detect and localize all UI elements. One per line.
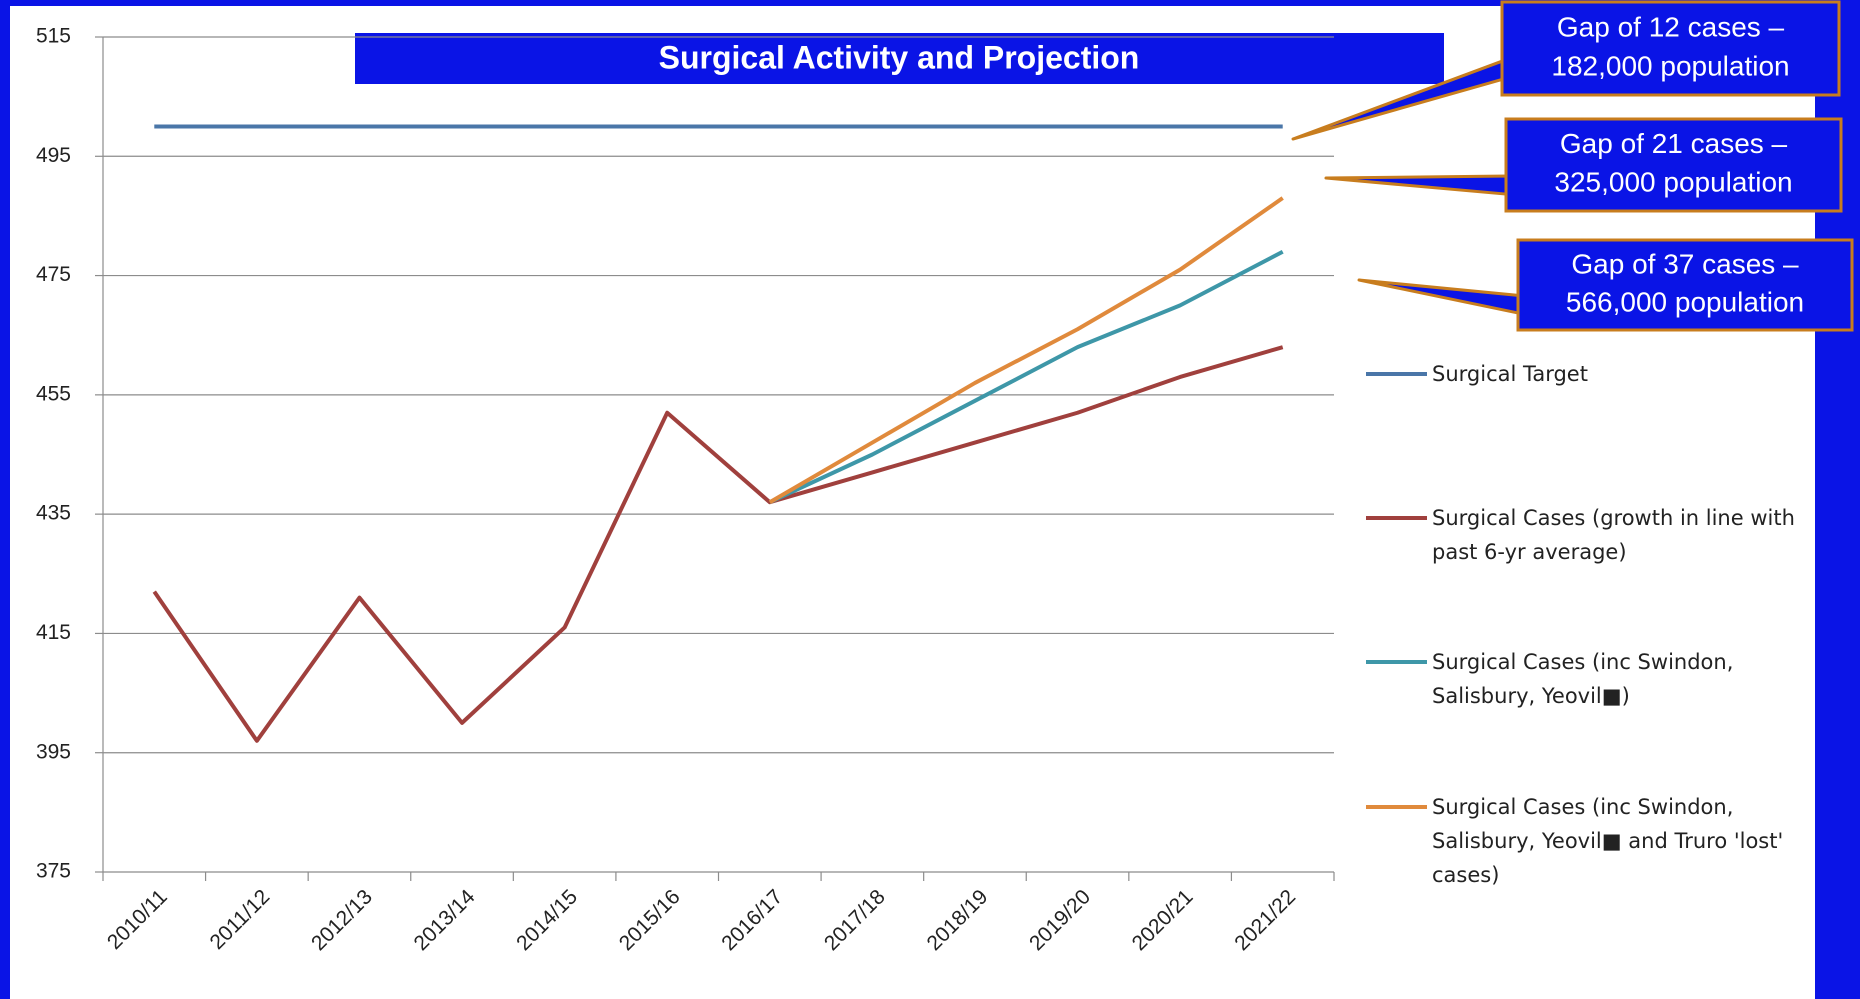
series-line [152, 345, 1284, 743]
legend-label: Surgical Target [1432, 362, 1588, 386]
callout: Gap of 37 cases – 566,000 population [1357, 238, 1854, 332]
y-tick-label: 435 [36, 502, 71, 525]
callout-text: Gap of 12 cases – [1557, 11, 1785, 42]
callout-text: Gap of 37 cases – [1571, 248, 1799, 279]
y-tick-label: 375 [36, 860, 71, 883]
series-line [768, 249, 1284, 505]
callout: Gap of 21 cases – 325,000 population [1324, 117, 1843, 213]
legend-label: Surgical Cases (inc Swindon, Salisbury, … [1432, 650, 1734, 708]
callout-box [1504, 117, 1843, 213]
y-tick-label: 515 [36, 25, 71, 48]
callout-box [1516, 238, 1854, 332]
callout-text: 182,000 population [1551, 50, 1789, 81]
callout-cover [1519, 294, 1526, 317]
callout-text: 325,000 population [1554, 167, 1792, 198]
y-tick-label: 495 [36, 144, 71, 167]
callout-text: 566,000 population [1566, 286, 1804, 317]
legend-label: Surgical Cases (inc Swindon, Salisbury, … [1432, 795, 1784, 887]
callout-cover [1503, 57, 1510, 82]
y-tick-label: 395 [36, 740, 71, 763]
callout-text: Gap of 21 cases – [1560, 128, 1788, 159]
series-line [768, 196, 1284, 504]
title-box [355, 33, 1444, 84]
y-tick-label: 415 [36, 621, 71, 644]
y-tick-label: 455 [36, 382, 71, 405]
callout-cover [1507, 174, 1514, 198]
callout-box [1500, 0, 1841, 97]
y-tick-label: 475 [36, 263, 71, 286]
legend-label: Surgical Cases (growth in line with past… [1432, 506, 1795, 564]
chart-title: Surgical Activity and Projection [659, 39, 1140, 75]
callout: Gap of 12 cases – 182,000 population [1291, 0, 1841, 141]
